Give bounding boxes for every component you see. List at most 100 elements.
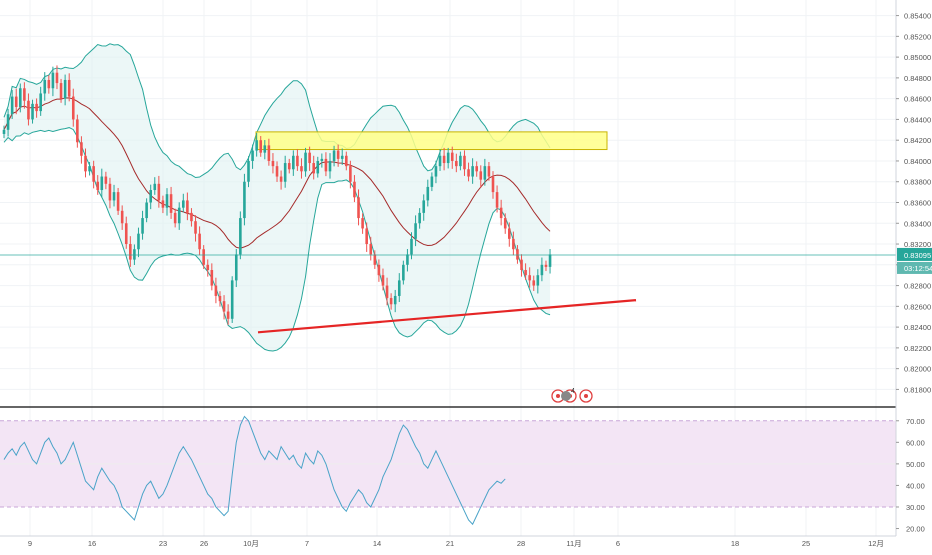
candle-body (381, 275, 385, 286)
candle-body (153, 183, 157, 191)
candle-body (450, 152, 454, 161)
event-badge-dot-icon (584, 394, 588, 398)
candle-body (206, 264, 210, 270)
candle-body (475, 166, 478, 172)
candle-body (397, 280, 401, 296)
rsi-tick-label: 50.00 (906, 460, 925, 469)
event-badge-count: 4 (571, 388, 575, 395)
candle-body (365, 228, 368, 245)
candle-body (495, 192, 499, 208)
candle-body (324, 158, 328, 172)
candle-body (312, 163, 315, 174)
candle-body (129, 244, 132, 260)
candle-body (540, 264, 544, 276)
candle-body (300, 166, 303, 172)
candle-body (279, 176, 283, 182)
candle-body (263, 145, 267, 153)
candle-body (516, 249, 519, 260)
candle-body (377, 264, 381, 276)
y-tick-label: 0.83600 (904, 199, 931, 208)
candle-body (80, 142, 83, 156)
candle-body (137, 233, 140, 250)
candle-body (165, 194, 169, 208)
candle-body (385, 285, 389, 299)
bollinger-fill (4, 43, 551, 352)
candle-body (283, 163, 287, 182)
y-tick-label: 0.82800 (904, 282, 931, 291)
candle-body (234, 254, 238, 281)
x-tick-label: 28 (517, 539, 525, 548)
candle-body (161, 200, 165, 208)
y-tick-label: 0.83400 (904, 219, 931, 228)
x-tick-label: 21 (446, 539, 454, 548)
candle-body (332, 150, 336, 161)
candle-body (124, 223, 128, 245)
candle-body (406, 254, 409, 265)
candle-body (23, 88, 26, 101)
candle-body (296, 155, 299, 167)
candle-body (92, 166, 95, 182)
candle-body (55, 72, 59, 84)
candle-body (308, 152, 311, 164)
candle-body (198, 233, 201, 250)
y-tick-label: 0.84000 (904, 157, 931, 166)
rsi-tick-label: 40.00 (906, 481, 925, 490)
support-trendline[interactable] (257, 299, 637, 334)
candle-body (255, 140, 258, 151)
candle-body (304, 152, 307, 172)
candle-body (194, 221, 197, 234)
y-tick-label: 0.84600 (904, 95, 931, 104)
candle-body (292, 155, 295, 170)
candle-body (190, 212, 193, 222)
candle-body (169, 194, 173, 213)
candle-body (271, 160, 275, 167)
candle-body (345, 155, 348, 167)
candle-body (157, 183, 161, 201)
candle-body (459, 155, 462, 167)
candle-body (455, 160, 458, 167)
y-tick-label: 0.82200 (904, 344, 931, 353)
candle-body (6, 114, 10, 130)
candle-body (328, 160, 332, 172)
candle-body (402, 264, 405, 281)
candle-body (499, 207, 503, 219)
candle-body (112, 192, 116, 201)
candle-body (141, 218, 144, 234)
candle-body (369, 244, 373, 255)
candle-body (438, 155, 442, 167)
candle-body (532, 280, 536, 286)
candle-body (422, 200, 426, 213)
candle-body (116, 192, 120, 211)
candle-body (524, 270, 527, 276)
candle-body (267, 145, 271, 161)
candle-body (418, 212, 421, 224)
candle-body (31, 103, 34, 120)
candle-body (120, 210, 124, 224)
candle-body (512, 238, 515, 250)
candle-body (430, 176, 434, 187)
y-tick-label: 0.84400 (904, 115, 931, 124)
y-tick-label: 0.83800 (904, 178, 931, 187)
candle-body (2, 129, 6, 134)
candle-body (373, 254, 377, 265)
x-tick-label: 11月 (566, 539, 581, 548)
event-flag-icon[interactable] (561, 391, 571, 401)
y-tick-label: 0.85400 (904, 12, 931, 21)
candle-body (544, 264, 548, 267)
candle-body (316, 160, 320, 174)
candle-body (218, 295, 222, 302)
candle-body (357, 197, 360, 219)
candle-body (349, 166, 352, 182)
candle-body (67, 79, 71, 97)
resistance-zone[interactable] (255, 131, 608, 151)
candle-body (96, 181, 100, 191)
candle-body (528, 275, 531, 281)
candle-body (226, 311, 230, 319)
candle-body (210, 270, 214, 286)
countdown-label: 03:12:54 (904, 264, 932, 273)
rsi-tick-label: 60.00 (906, 438, 925, 447)
candle-body (251, 150, 254, 161)
candle-body (35, 103, 38, 112)
